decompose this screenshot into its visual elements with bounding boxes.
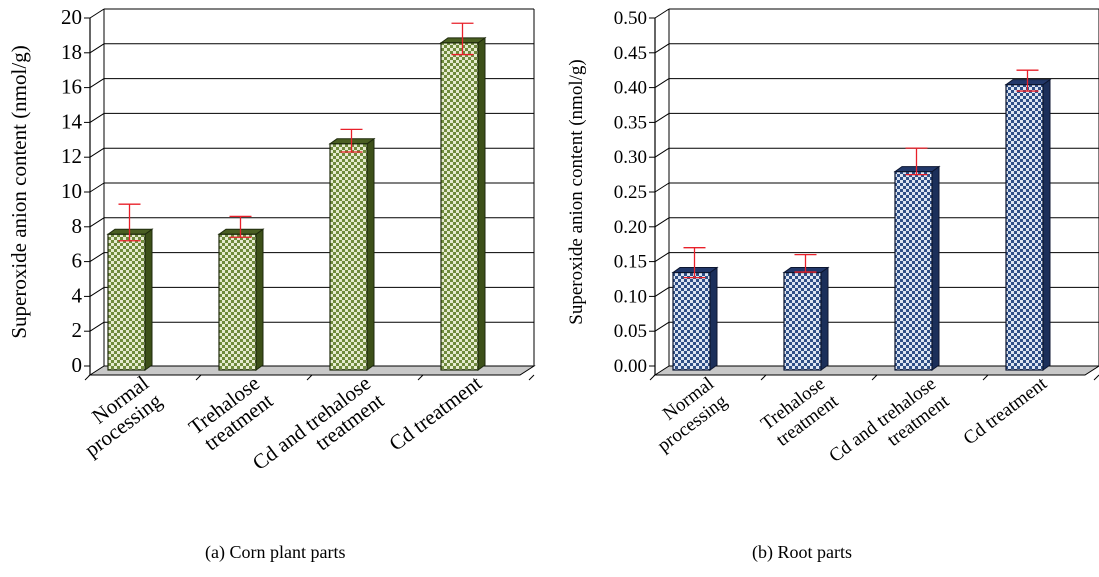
panel-a-ytick-label: 10: [61, 179, 82, 203]
panel-a-caption: (a) Corn plant parts: [205, 542, 346, 562]
panel-a-ytick-label: 14: [61, 109, 83, 133]
panel-a-ytick-label: 6: [72, 249, 83, 273]
panel-a-gridline-diag: [89, 321, 105, 332]
panel-b-bar-side: [931, 165, 940, 371]
panel-b-ytick-label: 0.45: [614, 43, 647, 64]
panel-a-xtick-mark: [84, 374, 91, 381]
panel-a-gridline-diag: [89, 147, 105, 158]
panel-b-xtick-label: Cd treatment: [960, 373, 1052, 450]
panel-a-xtick-mark: [528, 374, 535, 381]
panel-a-bar-side: [255, 228, 264, 371]
panel-a-gridline-diag: [89, 78, 105, 89]
panel-b-bar: [1005, 84, 1044, 371]
panel-b-gridline-diag: [654, 147, 670, 158]
panel-a-ytick-label: 2: [72, 318, 83, 342]
panel-b-ytick-label: 0.20: [614, 217, 647, 238]
panel-b-ytick-label: 0.25: [614, 182, 647, 203]
panel-b-xtick-label: Trehalosetreatment: [757, 373, 843, 452]
panel-a-ytick-label: 20: [61, 5, 82, 29]
panel-b-ytick-label: 0.05: [614, 321, 647, 342]
panel-a-ytick-label: 4: [72, 283, 83, 307]
panel-b-chart: 0.00 0.05 0.10 0.15 0.20 0.25 0.30 0.35 0.40 0.45…: [566, 8, 1099, 485]
panel-b-ytick-label: 0.00: [614, 356, 647, 377]
panel-a-xtick-mark: [417, 374, 424, 381]
panel-b-xtick-mark: [1093, 374, 1099, 381]
panel-a-ylabel: Superoxide anion content (nmol/g): [7, 45, 31, 338]
panel-b-xtick-mark: [649, 374, 656, 381]
panel-a-gridline-diag: [89, 252, 105, 263]
panel-b-caption: (b) Root parts: [752, 542, 852, 562]
panel-b-bar: [894, 171, 933, 371]
panel-b-ytick-label: 0.50: [614, 8, 647, 29]
panel-b-ytick-label: 0.30: [614, 147, 647, 168]
panel-a-xtick-mark: [306, 374, 313, 381]
panel-b-xtick-mark: [760, 374, 767, 381]
panel-a-bar-side: [144, 228, 153, 371]
panel-a-ytick-label: 18: [61, 40, 82, 64]
panel-a-bar-side: [477, 36, 486, 371]
panel-a-gridline-diag: [89, 182, 105, 193]
panel-a-xtick-label: Normalprocessing: [67, 371, 167, 462]
panel-b-gridline-diag: [654, 321, 670, 332]
panel-b-ylabel: Superoxide anion content (nmol/g): [566, 59, 587, 324]
panel-b-gridline-diag: [654, 286, 670, 297]
panel-a-xtick-label-line: Cd treatment: [384, 371, 486, 456]
panel-a-xtick-label: Cd treatment: [384, 371, 486, 456]
panel-b-ytick-label: 0.35: [614, 112, 647, 133]
panel-a-ytick-label: 0: [72, 353, 83, 377]
panel-a-bar-side: [366, 137, 375, 371]
panel-a-gridline-diag: [89, 43, 105, 54]
panel-a-bar: [107, 233, 146, 371]
panel-a-bar: [329, 143, 368, 371]
panel-b-gridline-diag: [654, 78, 670, 89]
panel-b-ytick-label: 0.15: [614, 252, 647, 273]
panel-b-bar: [783, 271, 822, 371]
panel-b-gridline-diag: [654, 43, 670, 54]
panel-a-gridline-diag: [89, 286, 105, 297]
panel-a-ytick-label: 12: [61, 144, 82, 168]
panel-b-gridline-diag: [654, 252, 670, 263]
panel-b-gridline-diag: [654, 112, 670, 123]
panel-a-gridline-diag: [89, 112, 105, 123]
panel-b-ytick-label: 0.10: [614, 286, 647, 307]
panel-a-xtick-mark: [195, 374, 202, 381]
panel-b-xtick-label: Normalprocessing: [640, 373, 731, 457]
panel-a-bar: [218, 233, 257, 371]
panel-b-bar-side: [709, 266, 718, 371]
panel-b-gridline-diag: [654, 182, 670, 193]
panel-a-ytick-label: 16: [61, 75, 82, 99]
panel-b-xtick-mark: [982, 374, 989, 381]
panel-b-xtick-label: Cd and trehalosetreatment: [825, 373, 953, 485]
panel-b-bar-side: [1042, 78, 1051, 371]
panel-b-bar: [672, 271, 711, 371]
panel-a-xtick-label: Cd and trehalosetreatment: [248, 371, 389, 493]
panel-b-gridline-diag: [654, 8, 670, 19]
panel-a-gridline-diag: [89, 217, 105, 228]
panel-a-bar: [440, 42, 479, 371]
panel-a-ytick-label: 8: [72, 214, 83, 238]
panel-b-ytick-label: 0.40: [614, 78, 647, 99]
panel-b-xtick-label-line: Cd treatment: [960, 373, 1052, 450]
panel-b-xtick-mark: [871, 374, 878, 381]
panel-b-floor: [653, 365, 1099, 376]
panel-b-bar-side: [820, 266, 829, 371]
panel-a-gridline-diag: [89, 8, 105, 19]
panel-b-gridline-diag: [654, 217, 670, 228]
